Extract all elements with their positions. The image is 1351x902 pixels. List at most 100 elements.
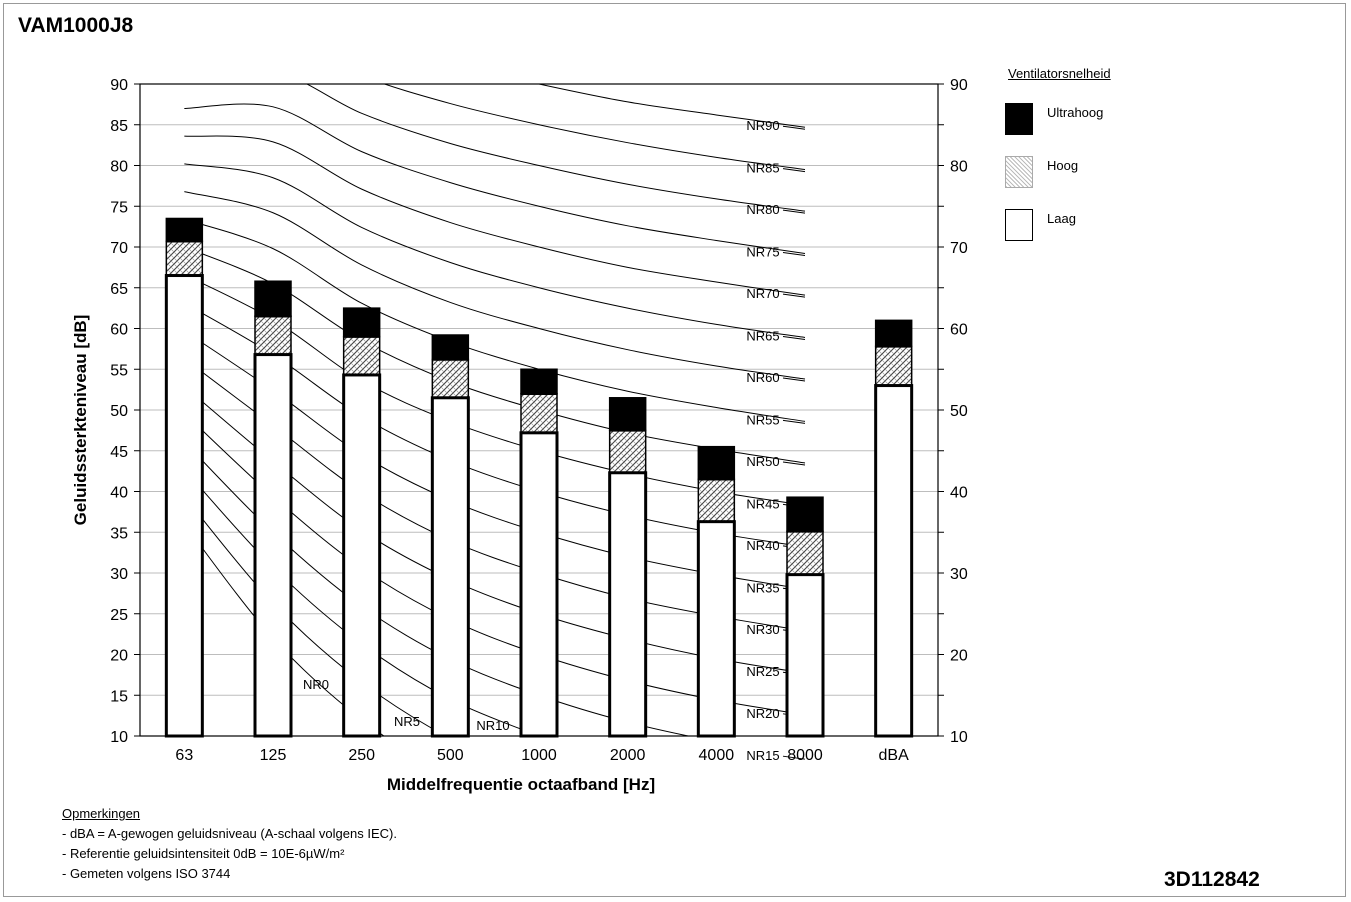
y-tick-label-right: 50 — [950, 403, 968, 420]
nr-label-nr90: NR90 — [746, 118, 779, 133]
bar-laag — [342, 373, 382, 738]
axes: 10 15 20 25 30 35 40 45 50 55 60 65 70 75 80 85 90 10 20 30… — [110, 77, 968, 764]
nr-label-leader — [782, 125, 806, 130]
note-line: - dBA = A-gewogen geluidsniveau (A-schaa… — [62, 826, 397, 841]
y-tick-label: 30 — [110, 566, 128, 583]
x-tick-label: 250 — [348, 747, 375, 764]
nr-label-nr5: NR5 — [394, 714, 420, 729]
y-tick-label: 20 — [110, 648, 128, 665]
bar-hoog — [697, 478, 736, 523]
y-tick-label: 45 — [110, 444, 128, 461]
note-line: - Gemeten volgens ISO 3744 — [62, 866, 231, 881]
nr-label-nr80: NR80 — [746, 202, 779, 217]
nr-label-leader — [782, 419, 806, 424]
x-tick-label: 4000 — [699, 747, 735, 764]
nr-label-nr20: NR20 — [746, 706, 779, 721]
nr-curve-nr70 — [184, 135, 806, 296]
nr-label-nr35: NR35 — [746, 580, 779, 595]
bar-hoog — [342, 335, 381, 376]
legend-label-laag: Laag — [1047, 211, 1076, 226]
bar-hoog — [874, 345, 913, 387]
nr-curve-nr55 — [184, 218, 806, 422]
legend-swatch-hoog — [1005, 156, 1033, 188]
nr-label-leader — [782, 293, 806, 298]
y-tick-label: 80 — [110, 159, 128, 176]
nr-label-nr25: NR25 — [746, 664, 779, 679]
bar-hoog — [520, 392, 558, 434]
bar-ultrahoog — [431, 334, 470, 361]
legend-label-hoog: Hoog — [1047, 158, 1079, 173]
legend-item-hoog: Hoog — [1005, 156, 1205, 192]
y-tick-label: 75 — [110, 199, 128, 216]
bar-ultrahoog — [874, 319, 913, 348]
nr-label-leader — [782, 377, 806, 382]
nr-label-leader — [782, 168, 806, 173]
y-tick-label-right: 90 — [950, 77, 968, 94]
bar-hoog — [431, 358, 470, 399]
x-tick-label: 2000 — [610, 747, 646, 764]
y-tick-label: 50 — [110, 403, 128, 420]
x-tick-label: 500 — [437, 747, 464, 764]
y-tick-label: 65 — [110, 281, 128, 298]
nr-label-leader — [782, 461, 806, 466]
nr-label-leader — [782, 252, 806, 257]
nr-label-leader — [782, 335, 806, 340]
nr-label-nr60: NR60 — [746, 370, 779, 385]
bar-hoog — [165, 240, 204, 277]
bar-ultrahoog — [697, 445, 736, 481]
nr-label-nr75: NR75 — [746, 245, 779, 260]
note-line: - Referentie geluidsintensiteit 0dB = 10… — [62, 846, 345, 861]
y-tick-label-right: 40 — [950, 485, 968, 502]
legend-label-ultrahoog: Ultrahoog — [1047, 105, 1104, 120]
nr-curve-nr80 — [305, 84, 806, 212]
x-axis-title: Middelfrequentie octaafband [Hz] — [387, 775, 655, 794]
bar-laag — [253, 353, 293, 738]
page-title: VAM1000J8 — [18, 14, 134, 37]
nr-label-nr30: NR30 — [746, 622, 779, 637]
nr-label-nr85: NR85 — [746, 161, 779, 176]
y-tick-label: 60 — [110, 322, 128, 339]
y-tick-label: 15 — [110, 688, 128, 705]
y-tick-label: 35 — [110, 525, 128, 542]
nr-label-nr65: NR65 — [746, 328, 779, 343]
y-tick-label: 40 — [110, 485, 128, 502]
bar-laag — [519, 431, 559, 738]
bar-laag — [430, 396, 470, 738]
notes: Opmerkingen - dBA = A-gewogen geluidsniv… — [62, 804, 397, 884]
nr-label-nr0: NR0 — [303, 677, 329, 692]
nr-label-nr15: NR15 — [746, 748, 779, 763]
nr-curve-nr60 — [184, 191, 806, 380]
y-tick-label-right: 30 — [950, 566, 968, 583]
bars — [164, 217, 914, 738]
bar-laag — [696, 520, 736, 738]
nr-label-leader — [782, 755, 806, 760]
nr-curve-labels: NR0 NR5 NR10 NR15 NR20 NR25 NR30 NR35 NR40 NR45 NR… — [303, 118, 806, 763]
x-tick-label: 125 — [260, 747, 287, 764]
bar-ultrahoog — [254, 280, 292, 318]
legend-item-laag: Laag — [1005, 209, 1205, 245]
nr-curve-nr75 — [184, 103, 806, 255]
nr-label-nr55: NR55 — [746, 412, 779, 427]
bar-ultrahoog — [520, 368, 558, 395]
y-tick-label-right: 70 — [950, 240, 968, 257]
nr-curve-nr65 — [184, 163, 806, 338]
legend-title: Ventilatorsnelheid — [1008, 66, 1111, 81]
page-frame — [3, 3, 1346, 897]
y-tick-label: 90 — [110, 77, 128, 94]
bar-ultrahoog — [342, 307, 381, 338]
x-tick-label: 63 — [175, 747, 193, 764]
y-axis-title: Geluidssterkteniveau [dB] — [71, 315, 90, 526]
y-tick-label: 55 — [110, 362, 128, 379]
bar-hoog — [254, 315, 292, 356]
nr-label-nr70: NR70 — [746, 286, 779, 301]
y-tick-label-right: 60 — [950, 322, 968, 339]
bar-laag — [164, 274, 204, 738]
bar-ultrahoog — [786, 496, 824, 533]
nr-label-nr10: NR10 — [476, 718, 509, 733]
x-tick-label: 8000 — [787, 747, 823, 764]
legend-item-ultrahoog: Ultrahoog — [1005, 103, 1205, 139]
nr-label-nr45: NR45 — [746, 496, 779, 511]
bar-laag — [608, 471, 648, 738]
nr-label-nr40: NR40 — [746, 538, 779, 553]
